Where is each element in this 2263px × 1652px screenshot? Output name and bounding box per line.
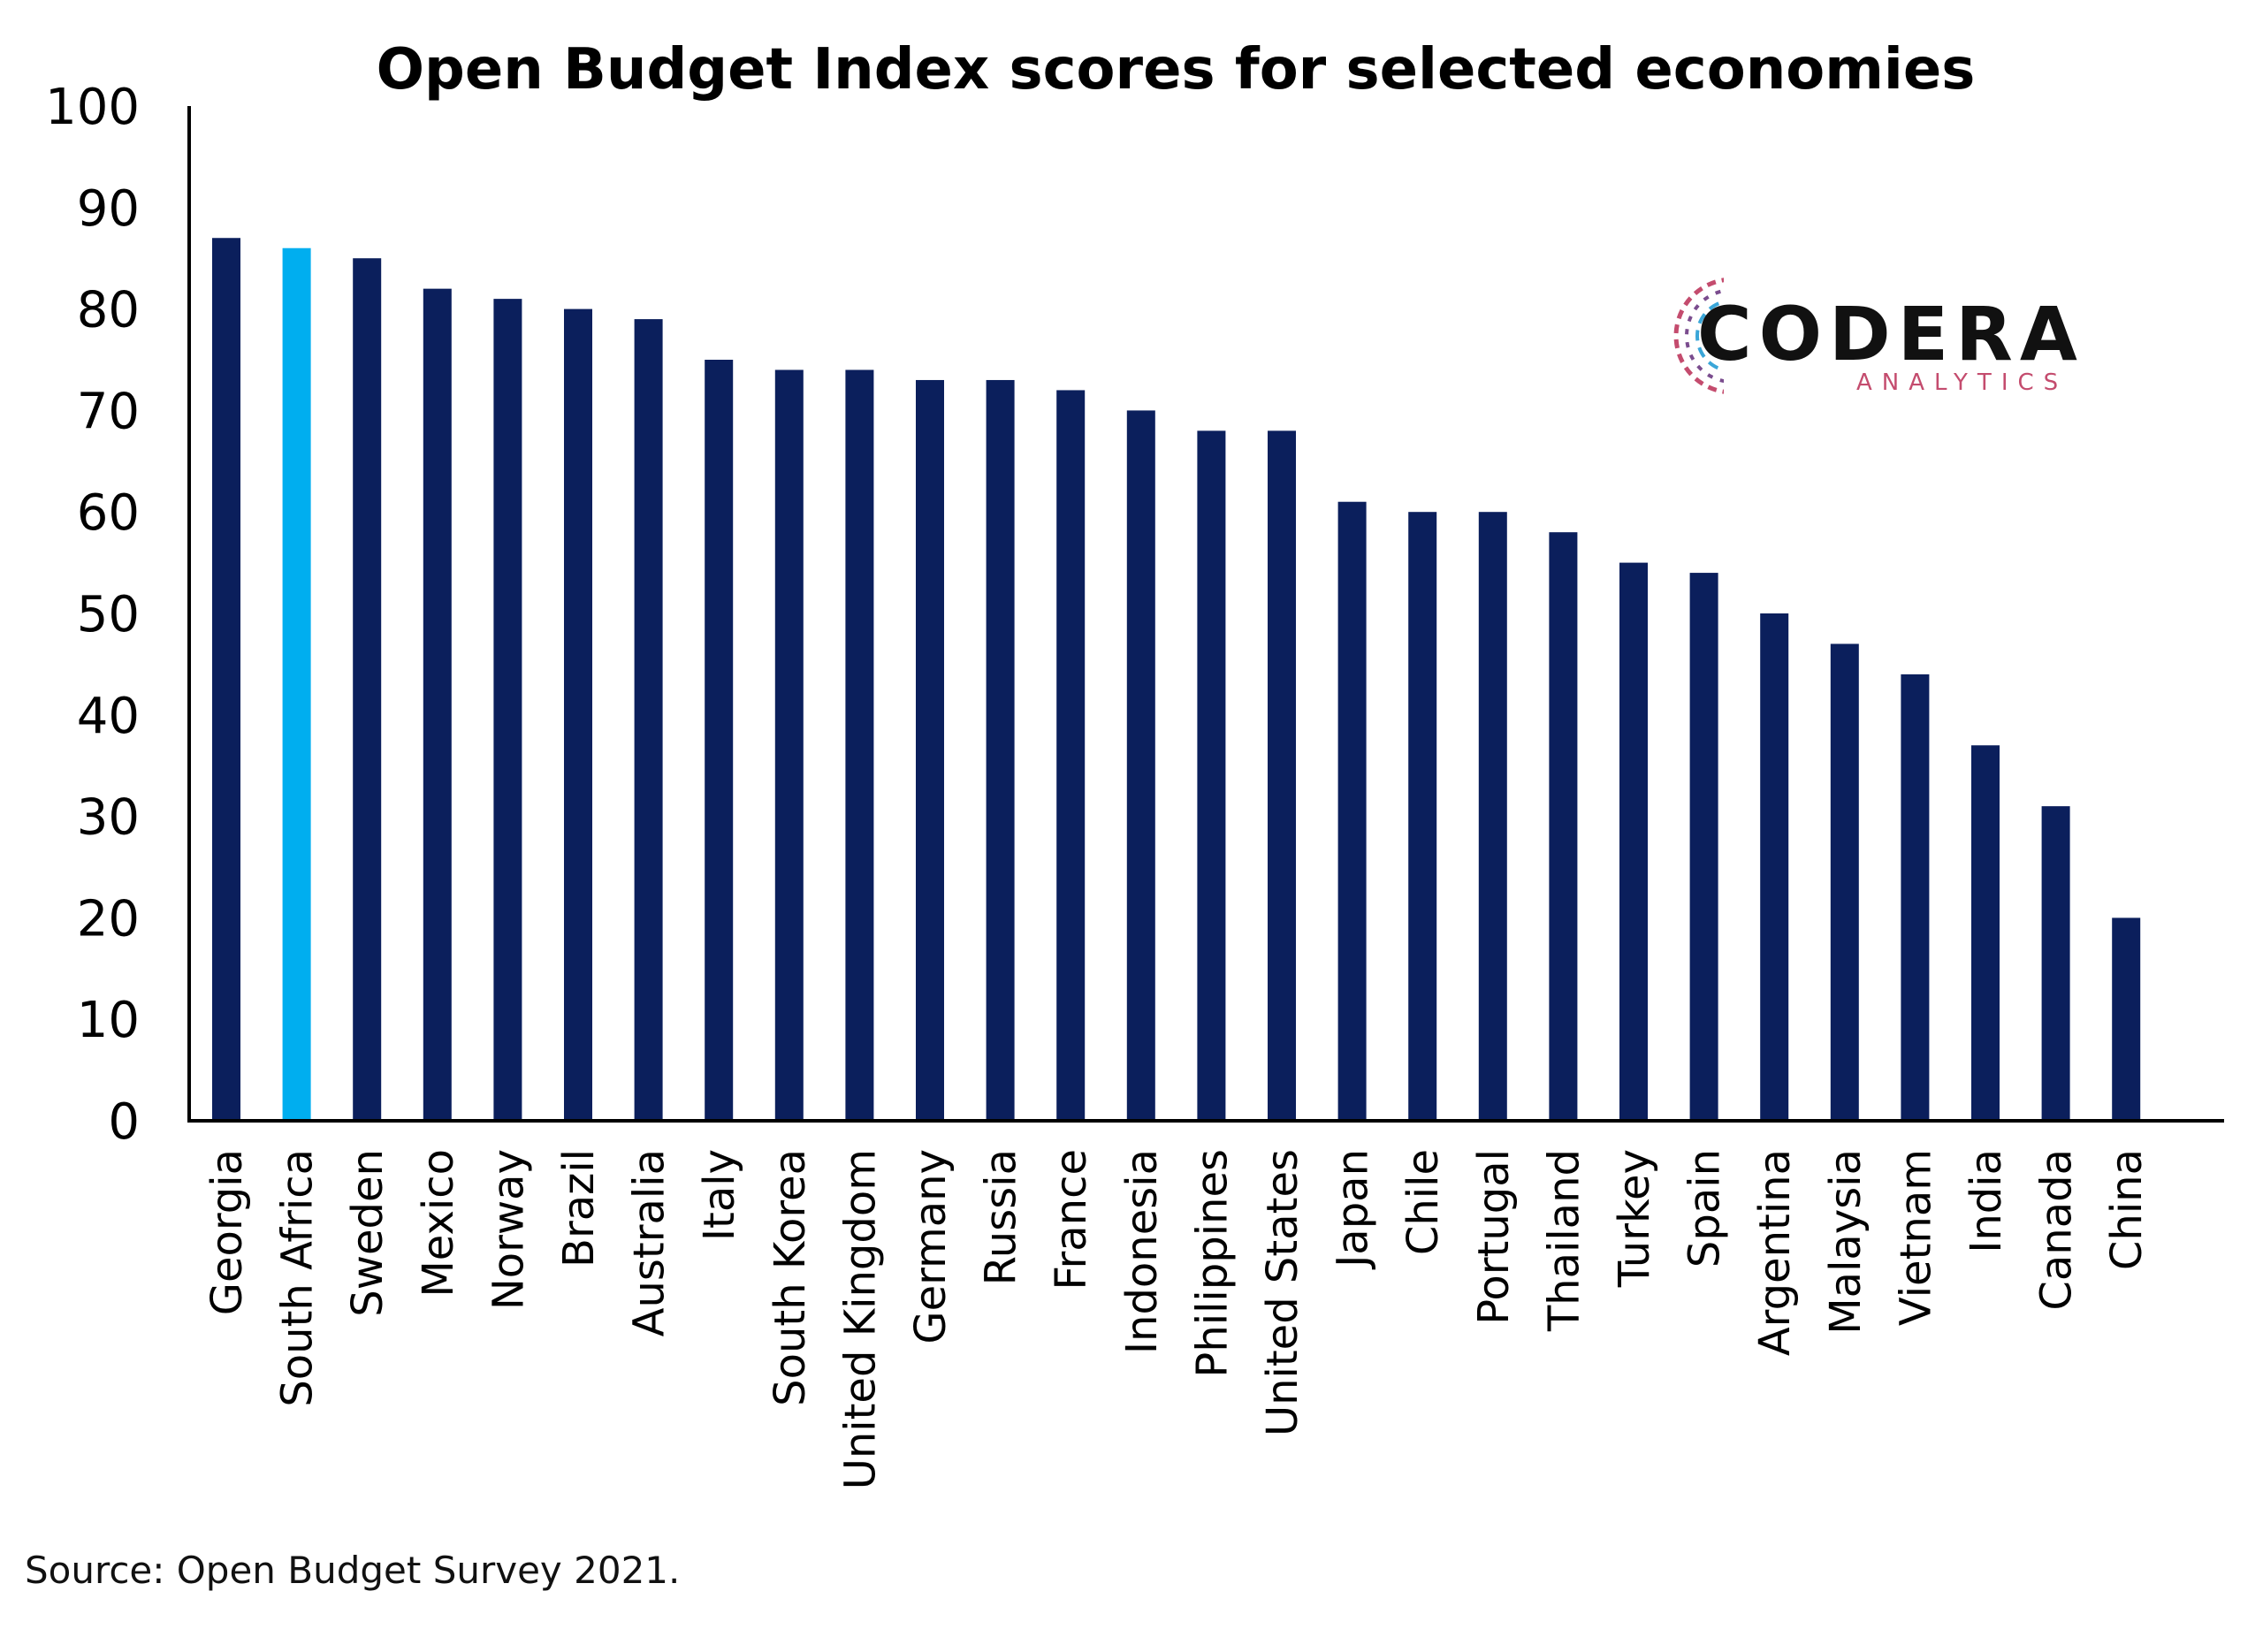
bar [1971, 745, 2000, 1121]
x-tick-label: Argentina [1750, 1149, 1800, 1356]
x-tick-label: Philippines [1187, 1149, 1237, 1378]
bars [212, 238, 2141, 1122]
bar [1056, 390, 1086, 1121]
bar [634, 319, 663, 1122]
x-tick-label: Georgia [202, 1149, 252, 1315]
x-tick-label: Spain [1680, 1149, 1730, 1268]
bar [1760, 613, 1789, 1121]
x-tick-label: China [2102, 1149, 2152, 1270]
bar [423, 288, 452, 1121]
bar [1337, 501, 1367, 1121]
x-tick-label: Norway [484, 1149, 533, 1310]
logo-wordmark: CODERA [1697, 291, 2084, 377]
x-tick-label: Sweden [343, 1149, 392, 1317]
bar [564, 308, 592, 1122]
x-tick-label: France [1047, 1149, 1096, 1290]
x-tick-label: Brazil [554, 1149, 604, 1268]
bar [705, 360, 734, 1121]
y-tick-label: 60 [77, 484, 140, 542]
y-axis-ticks: 0 10 20 30 40 50 60 70 80 90 100 [45, 79, 140, 1151]
x-tick-label: Japan [1329, 1149, 1378, 1270]
x-tick-label: Turkey [1610, 1149, 1659, 1288]
x-tick-label: Mexico [414, 1149, 463, 1298]
x-tick-label: Germany [906, 1149, 956, 1344]
bar [1408, 512, 1437, 1121]
bar [2041, 806, 2070, 1121]
bar [1619, 562, 1648, 1121]
x-tick-label: Chile [1398, 1149, 1448, 1255]
bar [2112, 917, 2141, 1121]
x-tick-label: Portugal [1469, 1149, 1519, 1325]
bar [353, 258, 382, 1121]
bar [1197, 430, 1226, 1121]
y-tick-label: 50 [77, 586, 140, 643]
x-tick-label: Russia [977, 1149, 1026, 1285]
chart-title: Open Budget Index scores for selected ec… [377, 37, 1976, 103]
bar [1689, 573, 1718, 1121]
x-tick-label: United States [1258, 1149, 1307, 1436]
bar [1901, 674, 1930, 1121]
bar [1126, 410, 1155, 1121]
logo-tagline: ANALYTICS [1856, 369, 2069, 396]
y-tick-label: 100 [45, 79, 140, 136]
x-tick-label: South Korea [766, 1149, 815, 1406]
x-tick-label: Italy [695, 1149, 744, 1241]
x-tick-label: Canada [2032, 1149, 2082, 1311]
y-tick-label: 70 [77, 383, 140, 440]
bar [1549, 532, 1578, 1121]
source-note: Source: Open Budget Survey 2021. [25, 1549, 681, 1592]
bar [916, 379, 944, 1122]
bar [212, 238, 240, 1121]
x-tick-label: Australia [625, 1149, 674, 1336]
x-tick-label: South Africa [273, 1149, 323, 1407]
bar [493, 299, 522, 1121]
y-tick-label: 30 [77, 789, 140, 847]
y-tick-label: 20 [77, 890, 140, 948]
bar [1478, 512, 1507, 1121]
y-tick-label: 40 [77, 688, 140, 745]
bar [282, 247, 311, 1122]
x-tick-label: Indonesia [1117, 1149, 1167, 1354]
bar [986, 379, 1015, 1122]
y-tick-label: 10 [77, 992, 140, 1049]
bar [774, 369, 804, 1122]
bar [1268, 430, 1296, 1121]
y-tick-label: 80 [77, 282, 140, 339]
x-axis-labels: Georgia South Africa Sweden Mexico Norway Bra… [202, 1149, 2152, 1489]
bar [1830, 643, 1859, 1121]
y-tick-label: 0 [108, 1093, 140, 1151]
x-tick-label: Thailand [1539, 1149, 1589, 1332]
x-tick-label: Vietnam [1891, 1149, 1940, 1326]
bar [845, 369, 874, 1122]
x-tick-label: India [1962, 1149, 2011, 1253]
x-tick-label: United Kingdom [835, 1149, 885, 1489]
circular-circuit-logo-icon [1673, 265, 1803, 407]
x-tick-label: Malaysia [1821, 1149, 1871, 1335]
y-tick-label: 90 [77, 180, 140, 238]
codera-logo: CODERA ANALYTICS [1662, 265, 2086, 407]
